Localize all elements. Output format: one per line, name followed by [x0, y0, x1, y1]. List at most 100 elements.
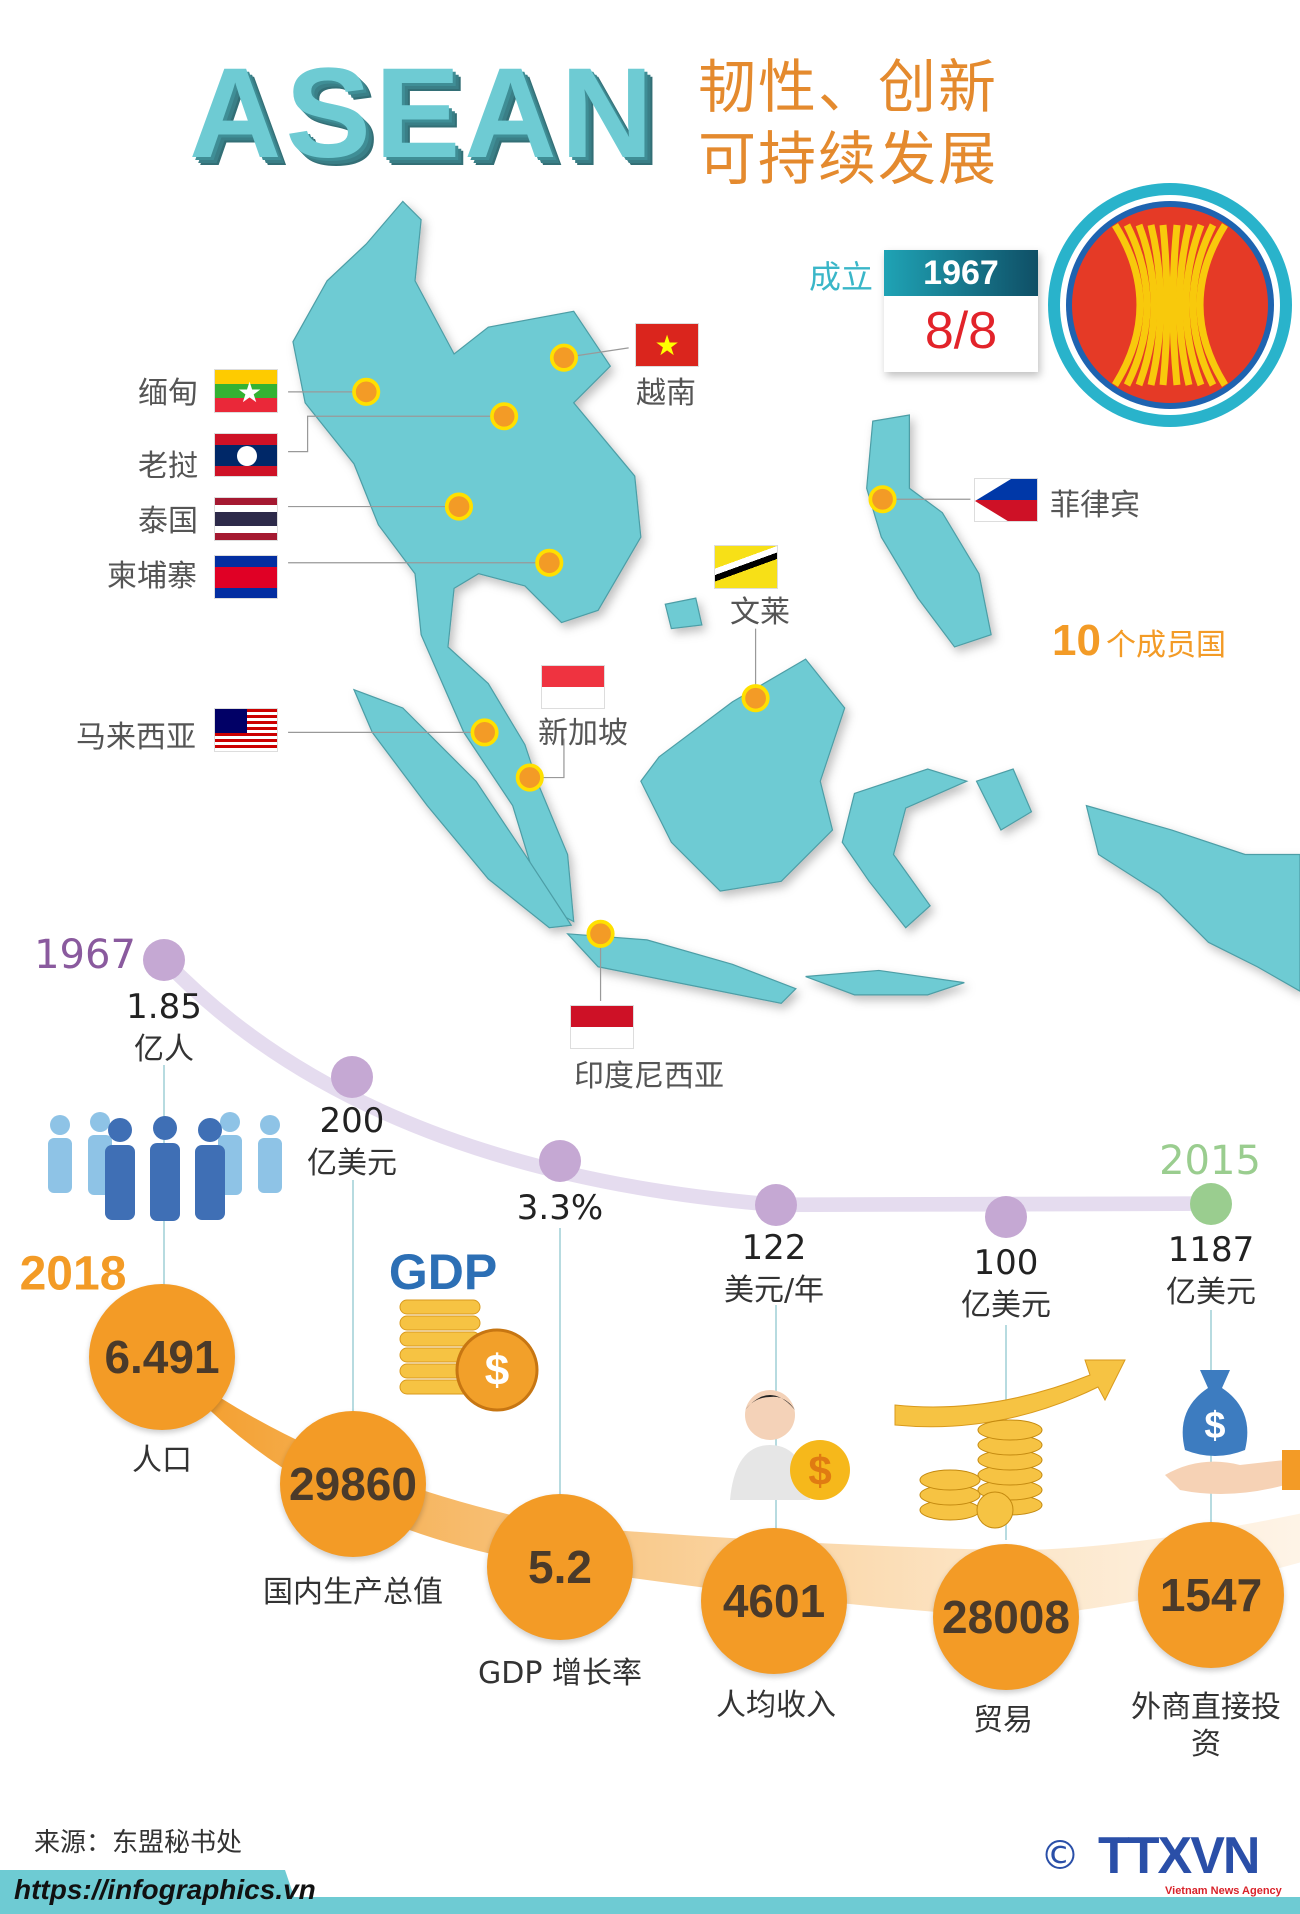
stat-2018-value: 6.491: [104, 1331, 220, 1383]
timeline-dot: [331, 1056, 373, 1098]
stat-1967-value: 200: [319, 1101, 385, 1141]
connector-line: [559, 1228, 561, 1498]
source-text: 来源：东盟秘书处: [34, 1828, 243, 1858]
stat-2018-value: 5.2: [528, 1541, 592, 1593]
stat-circle-gdp: 29860: [280, 1411, 426, 1557]
country-label-laos: 老挝: [138, 449, 198, 484]
country-label-thailand: 泰国: [138, 504, 198, 539]
papua: [1085, 804, 1300, 992]
subtitle-line1: 韧性、创新: [698, 53, 999, 121]
svg-text:$: $: [1204, 1405, 1225, 1447]
timeline-dot-end: [1190, 1183, 1232, 1225]
stat-1967-value: 3.3%: [516, 1188, 604, 1228]
ttxvn-logo-subtitle: Vietnam News Agency: [1165, 1885, 1282, 1897]
timeline-curve: [158, 954, 1211, 1213]
person-dollar-icon: $: [730, 1390, 850, 1500]
gdp-icon-label: GDP: [388, 1244, 498, 1300]
stat-circle-population: 6.491: [89, 1284, 235, 1430]
philippines-flag-icon: [974, 478, 1038, 522]
capital-markers: [352, 343, 897, 948]
member-count: 10 个成员国: [1052, 616, 1226, 666]
stat-label: 人口: [132, 1443, 192, 1478]
svg-text:$: $: [485, 1346, 509, 1395]
island: [975, 768, 1033, 831]
member-count-number: 10: [1052, 616, 1101, 665]
asean-emblem-icon: [1048, 183, 1292, 427]
leader-lines: [288, 347, 971, 1001]
website-link[interactable]: https://infographics.vn: [14, 1874, 316, 1905]
stat-2018-value: 4601: [722, 1575, 826, 1627]
mainland-landmass: [292, 200, 642, 923]
stat-1967-value: 122: [741, 1228, 807, 1268]
money-bag-hand-icon: $: [1165, 1370, 1300, 1494]
stat-2015-value: 1187: [1167, 1230, 1255, 1270]
founded-label: 成立: [809, 258, 874, 296]
stat-label: 贸易: [973, 1703, 1033, 1738]
stat-label-cont: 资: [1191, 1727, 1221, 1762]
island: [664, 597, 703, 630]
indonesia-flag-icon: [570, 1005, 634, 1049]
brunei-flag-icon: [714, 545, 778, 589]
stat-circle-gdp-growth: 5.2: [487, 1494, 633, 1640]
singapore-flag-icon: [541, 665, 605, 709]
member-count-label: 个成员国: [1106, 628, 1227, 663]
stat-1967-value: 100: [973, 1243, 1039, 1283]
stat-2015-unit: 亿美元: [1166, 1275, 1256, 1310]
current-year: 2018: [19, 1247, 127, 1301]
connector-line: [352, 1180, 354, 1415]
stat-1967-unit: 美元/年: [723, 1273, 825, 1308]
country-label-cambodia: 柬埔寨: [107, 559, 197, 594]
country-label-myanmar: 缅甸: [138, 376, 198, 411]
page-title: ASEAN: [189, 42, 658, 185]
timeline-dot: [539, 1140, 581, 1182]
people-icon: [48, 1112, 282, 1221]
myanmar-flag-icon: ★: [214, 369, 278, 413]
subtitle-line2: 可持续发展: [698, 125, 999, 193]
founded-date: 8/8: [924, 302, 998, 360]
ttxvn-logo: TTXVN: [1098, 1827, 1260, 1885]
stat-label: 外商直接投: [1131, 1690, 1281, 1725]
stat-1967-unit: 亿美元: [307, 1146, 397, 1181]
timeline-dot: [985, 1196, 1027, 1238]
country-label-indonesia: 印度尼西亚: [574, 1059, 724, 1094]
borneo: [640, 658, 846, 892]
thailand-flag-icon: [214, 497, 278, 541]
url-tab: [0, 1870, 300, 1914]
stat-label: 人均收入: [716, 1688, 836, 1723]
stat-1967-unit: 亿美元: [961, 1288, 1051, 1323]
end-year: 2015: [1159, 1138, 1261, 1184]
footer-band: [0, 1897, 1300, 1914]
svg-text:$: $: [808, 1447, 831, 1494]
country-label-malaysia: 马来西亚: [76, 720, 196, 755]
stat-1967-value: 1.85: [126, 987, 202, 1027]
coins-arrow-icon: [894, 1359, 1126, 1529]
copyright-icon: ©: [1040, 1833, 1080, 1879]
stat-2018-value: 29860: [289, 1458, 417, 1510]
stat-2018-value: 1547: [1159, 1569, 1263, 1621]
country-label-vietnam: 越南: [636, 376, 696, 411]
timeline-dot: [755, 1184, 797, 1226]
cambodia-flag-icon: [214, 555, 278, 599]
stat-label: GDP 增长率: [478, 1656, 642, 1691]
gdp-coins-icon: $: [399, 1299, 539, 1412]
stat-circle-trade: 28008: [933, 1544, 1079, 1690]
java: [566, 933, 797, 1005]
country-label-singapore: 新加坡: [538, 716, 628, 751]
philippines: [866, 414, 992, 648]
sumatra: [352, 688, 573, 929]
stat-2018-value: 28008: [942, 1591, 1070, 1643]
country-label-philippines: 菲律宾: [1050, 488, 1140, 523]
stat-circle-income: 4601: [701, 1528, 847, 1674]
founded-year: 1967: [884, 250, 1038, 296]
stat-1967-unit: 亿人: [134, 1032, 194, 1067]
stat-label: 国内生产总值: [263, 1575, 443, 1610]
country-label-brunei: 文莱: [730, 595, 790, 630]
calendar-icon: 1967 8/8: [884, 250, 1038, 372]
island: [805, 969, 965, 996]
laos-flag-icon: [214, 433, 278, 477]
vietnam-flag-icon: ★: [635, 323, 699, 367]
timeline-dot: [143, 939, 185, 981]
sulawesi: [841, 768, 969, 929]
start-year: 1967: [34, 932, 136, 978]
stat-circle-fdi: 1547: [1138, 1522, 1284, 1668]
